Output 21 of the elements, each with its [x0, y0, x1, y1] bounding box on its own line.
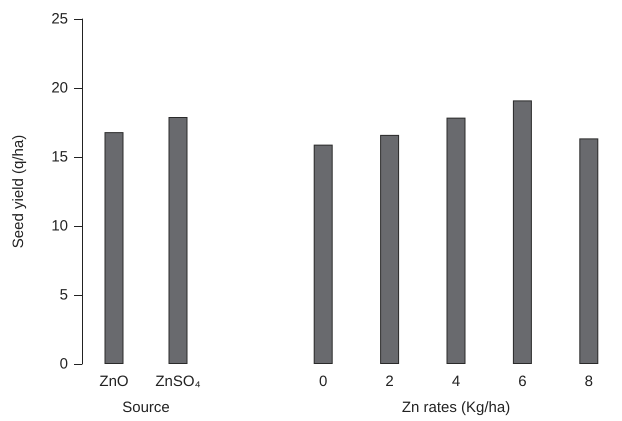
- x-tick-label: ZnSO₄: [155, 373, 201, 390]
- x-tick-label: 4: [452, 373, 460, 390]
- x-tick-label: 0: [319, 373, 328, 390]
- bar: [512, 100, 532, 364]
- y-axis-title: Seed yield (q/ha): [10, 134, 27, 248]
- bar: [579, 138, 598, 364]
- bar: [314, 144, 333, 364]
- bar: [446, 118, 466, 364]
- y-tick-label: 10: [51, 218, 68, 234]
- x-axis-title: Source: [122, 399, 170, 416]
- y-tick-label: 0: [60, 356, 68, 372]
- y-tick-label: 5: [60, 286, 68, 304]
- x-tick-label: 6: [518, 373, 527, 390]
- x-tick-label: ZnO: [99, 373, 129, 390]
- x-tick-label: 8: [584, 373, 593, 390]
- y-tick-label: 15: [51, 148, 68, 166]
- y-tick-label: 25: [51, 10, 68, 28]
- x-tick-label: 2: [385, 373, 394, 390]
- x-axis-title: Zn rates (Kg/ha): [402, 399, 510, 416]
- bar: [380, 134, 400, 364]
- y-tick-label: 20: [51, 80, 68, 96]
